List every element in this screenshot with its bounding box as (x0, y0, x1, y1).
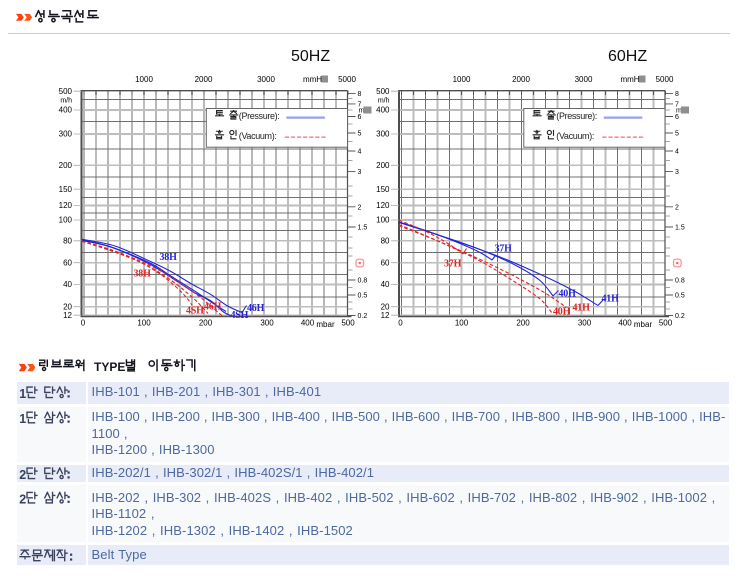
svg-text:5000: 5000 (656, 75, 674, 84)
svg-text:150: 150 (376, 185, 390, 194)
svg-text:2: 2 (358, 204, 362, 211)
svg-text:400: 400 (301, 319, 315, 328)
svg-text:5000: 5000 (338, 75, 356, 84)
svg-text:1000: 1000 (453, 75, 471, 84)
svg-text:0.8: 0.8 (675, 278, 685, 285)
svg-text:4SH: 4SH (186, 306, 204, 317)
svg-text:0.2: 0.2 (358, 313, 368, 320)
svg-text:300: 300 (376, 130, 390, 139)
svg-text:1000: 1000 (135, 75, 153, 84)
svg-text:1.5: 1.5 (358, 225, 368, 232)
svg-text:0: 0 (81, 319, 86, 328)
svg-text:38H: 38H (160, 252, 178, 263)
svg-text:12: 12 (63, 311, 72, 320)
svg-text:37H: 37H (444, 259, 462, 270)
svg-text:500: 500 (376, 87, 390, 96)
svg-text:400: 400 (618, 319, 632, 328)
svg-text:100: 100 (455, 319, 469, 328)
svg-text:6: 6 (675, 114, 679, 121)
svg-text:60HZ: 60HZ (608, 48, 647, 65)
svg-text:m: m (676, 108, 682, 115)
svg-text:100: 100 (137, 319, 151, 328)
svg-text:150: 150 (59, 185, 73, 194)
svg-text:m: m (359, 108, 365, 115)
svg-text:m/h: m/h (60, 98, 72, 105)
svg-text:(Pressure):: (Pressure): (239, 111, 280, 121)
svg-text:2: 2 (19, 492, 26, 506)
svg-text:37H: 37H (495, 244, 513, 255)
svg-text:200: 200 (376, 161, 390, 170)
svg-text:300: 300 (578, 319, 592, 328)
svg-text:0.2: 0.2 (675, 313, 685, 320)
svg-text:mbar: mbar (316, 320, 335, 329)
svg-text:300: 300 (260, 319, 274, 328)
svg-text:(Pressure):: (Pressure): (556, 111, 597, 121)
svg-text:4SH: 4SH (231, 310, 249, 321)
svg-text:8: 8 (675, 91, 679, 98)
svg-text:500: 500 (659, 319, 673, 328)
svg-text:7: 7 (675, 102, 679, 109)
svg-text:7: 7 (358, 102, 362, 109)
svg-text:0.5: 0.5 (358, 293, 368, 300)
svg-text:3000: 3000 (257, 75, 275, 84)
svg-text:1: 1 (19, 387, 26, 401)
svg-text:300: 300 (59, 130, 73, 139)
svg-text:(Vacuum):: (Vacuum): (239, 131, 277, 141)
svg-text:400: 400 (59, 106, 73, 115)
svg-text:mbar: mbar (634, 320, 653, 329)
svg-text:60: 60 (63, 258, 72, 267)
svg-text:2000: 2000 (512, 75, 530, 84)
svg-text:TYPE: TYPE (94, 360, 125, 374)
svg-text:40H: 40H (559, 289, 577, 300)
svg-text:60: 60 (381, 258, 390, 267)
svg-text:3: 3 (358, 169, 362, 176)
svg-text:20: 20 (381, 302, 390, 311)
svg-text:mmH: mmH (620, 75, 639, 84)
svg-text:12: 12 (381, 311, 390, 320)
svg-text:4: 4 (675, 149, 679, 156)
svg-text:200: 200 (59, 161, 73, 170)
svg-text:(Vacuum):: (Vacuum): (556, 131, 594, 141)
svg-text:500: 500 (59, 87, 73, 96)
svg-text:400: 400 (376, 106, 390, 115)
svg-text:0: 0 (398, 319, 403, 328)
svg-text:80: 80 (381, 236, 390, 245)
svg-text:3000: 3000 (575, 75, 593, 84)
svg-text:8: 8 (358, 91, 362, 98)
svg-text:5: 5 (358, 131, 362, 138)
svg-text:38H: 38H (134, 269, 152, 280)
svg-text:46H: 46H (204, 302, 222, 313)
svg-text:3: 3 (675, 169, 679, 176)
svg-text:46H: 46H (247, 303, 265, 314)
svg-text:50HZ: 50HZ (291, 48, 330, 65)
svg-text:41H: 41H (602, 293, 620, 304)
svg-text:0.8: 0.8 (358, 278, 368, 285)
svg-text:40H: 40H (553, 306, 571, 317)
svg-text:2000: 2000 (195, 75, 213, 84)
svg-text:40: 40 (381, 280, 390, 289)
svg-text:80: 80 (63, 236, 72, 245)
svg-text:2: 2 (675, 204, 679, 211)
svg-text:200: 200 (516, 319, 530, 328)
svg-text:2: 2 (19, 468, 26, 482)
svg-text:100: 100 (59, 216, 73, 225)
svg-text:40: 40 (63, 280, 72, 289)
svg-text:200: 200 (199, 319, 213, 328)
svg-text:120: 120 (59, 201, 73, 210)
svg-text:m/h: m/h (378, 98, 390, 105)
svg-text:6: 6 (358, 114, 362, 121)
svg-text:100: 100 (376, 216, 390, 225)
svg-text:1: 1 (19, 412, 26, 426)
svg-text:5: 5 (675, 131, 679, 138)
svg-text:500: 500 (341, 319, 355, 328)
svg-text:4: 4 (358, 149, 362, 156)
svg-text:20: 20 (63, 302, 72, 311)
svg-text:mmH: mmH (303, 75, 322, 84)
svg-text:41H: 41H (573, 303, 591, 314)
svg-text:0.5: 0.5 (675, 293, 685, 300)
svg-text:1.5: 1.5 (675, 225, 685, 232)
svg-text:120: 120 (376, 201, 390, 210)
